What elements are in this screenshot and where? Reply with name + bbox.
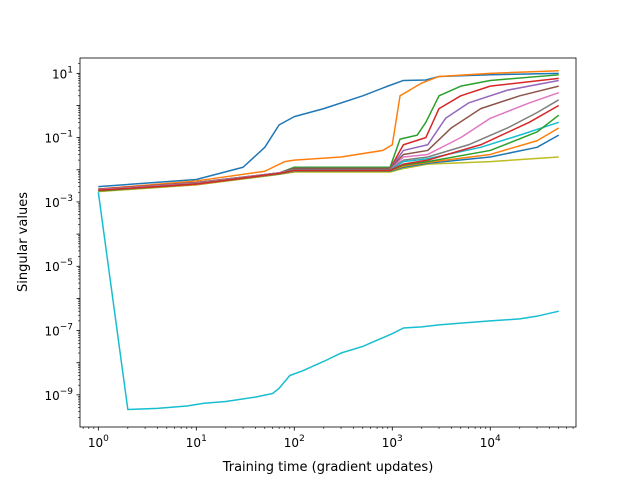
- x-axis-ticks: 100 101 102 103 104: [82, 427, 574, 450]
- series-layer: [97, 70, 560, 411]
- series-line-15: [97, 192, 559, 411]
- series-line-2: [98, 70, 559, 190]
- plot-frame: [79, 57, 577, 428]
- series-line-14: [98, 104, 560, 192]
- y-axis-label: Singular values: [16, 192, 31, 292]
- x-axis-label: Training time (gradient updates): [222, 460, 434, 475]
